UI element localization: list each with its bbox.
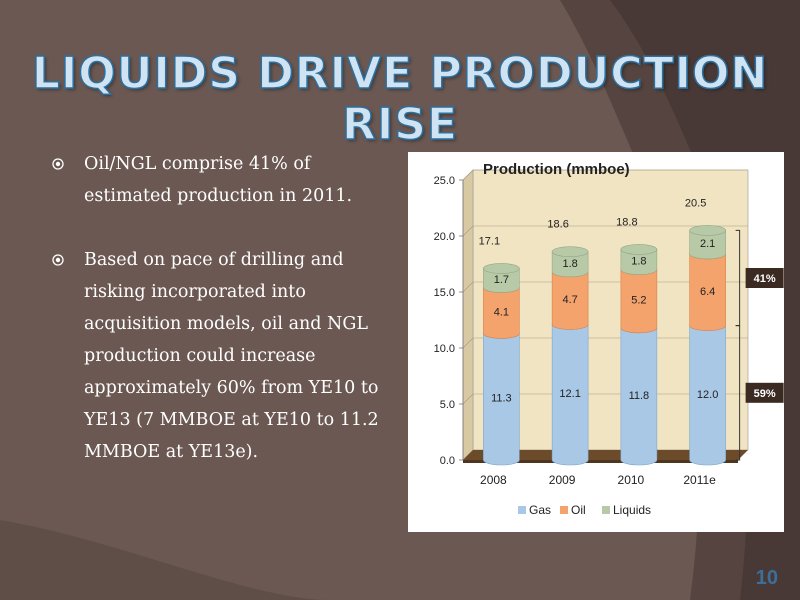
- legend-label-oil: Oil: [571, 503, 586, 517]
- gridline-side: [462, 393, 474, 405]
- annotation-oil-liquids-share-label: 41%: [754, 273, 776, 285]
- data-label-gas-2008: 11.3: [491, 393, 512, 405]
- y-tick-label: 25.0: [434, 175, 455, 187]
- legend-swatch-gas: [518, 506, 526, 514]
- legend-swatch-liquids: [602, 506, 610, 514]
- bullet-item: Oil/NGL comprise 41% of estimated produc…: [52, 148, 382, 212]
- bar-gas-2010: [620, 327, 658, 466]
- data-label-oil-2011e: 6.4: [700, 286, 715, 298]
- y-tick-label: 20.0: [434, 231, 455, 243]
- x-axis: 2008 2009 2010 2011e: [480, 473, 716, 487]
- bar-gas-2011e: [689, 325, 726, 466]
- data-label-oil-2009: 4.7: [562, 294, 577, 306]
- bars: 11.3 4.1 1.7 17.1 12.1 4.7 1.8 18.6 11.8 5.2 1.8 18…: [479, 197, 726, 466]
- circle-dot-bullet-icon: [52, 254, 64, 266]
- annotation-gas-share-badge: [745, 382, 784, 403]
- bar-liquids-2011e: [689, 230, 726, 260]
- bar-liquids-top-2011e: [689, 225, 726, 236]
- plot-floor-edge: [463, 460, 738, 463]
- data-label-oil-2008: 4.1: [494, 306, 509, 318]
- x-tick-label-2010: 2010: [618, 473, 645, 487]
- bar-liquids-top-2008: [483, 263, 520, 274]
- gridline-side: [462, 169, 474, 181]
- legend-label-liquids: Liquids: [613, 503, 651, 517]
- bar-liquids-top-2010: [620, 244, 658, 255]
- x-tick-label-2011e: 2011e: [683, 473, 716, 487]
- annotation-brackets: 41% 59%: [735, 229, 784, 461]
- x-tick-label-2008: 2008: [480, 473, 507, 487]
- data-label-liquids-2008: 1.7: [494, 274, 509, 286]
- annotation-oil-liquids-share-badge: [745, 268, 784, 288]
- y-axis: 0.0 5.0 10.0 15.0 20.0 25.0: [434, 175, 464, 467]
- bullet-text: Based on pace of drilling and risking in…: [84, 250, 379, 462]
- data-label-oil-2010: 5.2: [631, 295, 646, 307]
- bullet-list: Oil/NGL comprise 41% of estimated produc…: [52, 148, 382, 500]
- data-label-liquids-2009: 1.8: [562, 258, 577, 270]
- legend: Gas Oil Liquids: [518, 503, 651, 517]
- production-chart: 0.0 5.0 10.0 15.0 20.0 25.0 11.3 4.1 1.7 17.1 12.…: [408, 152, 784, 532]
- data-label-liquids-2011e: 2.1: [700, 238, 715, 250]
- page-number: 10: [755, 567, 778, 589]
- circle-dot-bullet-icon: [52, 158, 64, 170]
- y-tick-label: 10.0: [434, 343, 455, 355]
- annotation-gas-share-label: 59%: [754, 388, 776, 400]
- total-label-2009: 18.6: [547, 219, 568, 231]
- bar-oil-2011e: [689, 253, 726, 331]
- total-label-2008: 17.1: [479, 235, 500, 247]
- slide-title: Liquids Drive Production Rise: [31, 47, 769, 151]
- bar-liquids-top-2009: [551, 246, 589, 257]
- gridline-side: [462, 281, 474, 293]
- annotation-gas-share-bracket: [735, 325, 741, 461]
- bar-oil-2009: [551, 271, 589, 330]
- bullet-text: Oil/NGL comprise 41% of estimated produc…: [84, 154, 353, 206]
- y-tick-label: 5.0: [440, 399, 455, 411]
- bar-oil-2008: [483, 287, 520, 339]
- gridline-side: [462, 225, 474, 237]
- bar-liquids-2008: [483, 268, 520, 293]
- y-tick-label: 15.0: [434, 287, 455, 299]
- total-label-2010: 18.8: [616, 216, 637, 228]
- bar-liquids-2010: [620, 249, 658, 275]
- data-label-gas-2011e: 12.0: [697, 389, 718, 401]
- bullet-item: Based on pace of drilling and risking in…: [52, 244, 382, 468]
- bar-liquids-2009: [551, 251, 589, 278]
- data-label-gas-2009: 12.1: [559, 388, 580, 400]
- bar-gas-2009: [551, 324, 589, 466]
- y-tick-label: 0.0: [440, 455, 455, 467]
- total-label-2011e: 20.5: [685, 197, 706, 209]
- bar-oil-2010: [620, 269, 658, 334]
- plot-side-wall: [462, 169, 474, 461]
- x-tick-label-2009: 2009: [549, 473, 576, 487]
- data-label-liquids-2010: 1.8: [631, 256, 646, 268]
- data-label-gas-2010: 11.8: [629, 390, 650, 402]
- gridline-side: [462, 337, 474, 349]
- chart-title: Production (mmboe): [483, 161, 630, 178]
- plot-floor: [463, 450, 748, 460]
- bar-gas-2008: [483, 333, 520, 466]
- legend-swatch-oil: [560, 506, 568, 514]
- legend-label-gas: Gas: [529, 503, 551, 517]
